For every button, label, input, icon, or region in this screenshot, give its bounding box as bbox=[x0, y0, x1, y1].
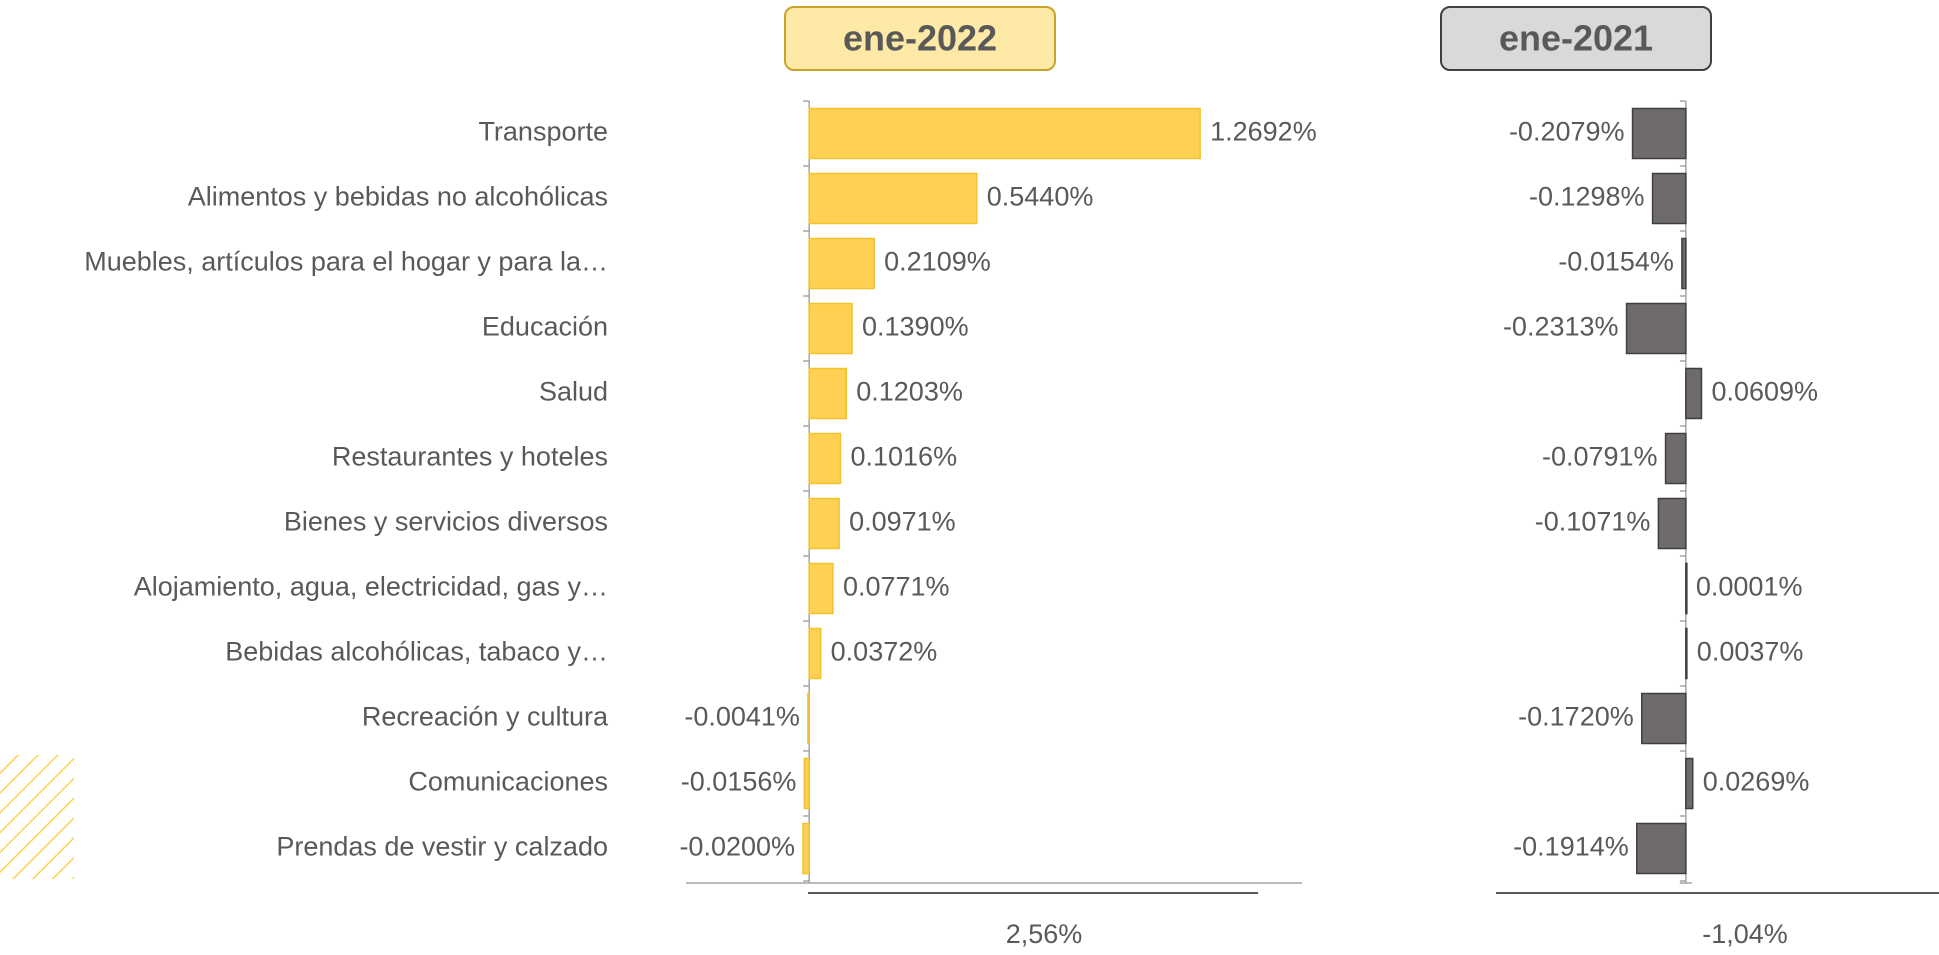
bar bbox=[808, 562, 834, 615]
bar bbox=[1651, 172, 1687, 225]
value-label: 0.2109% bbox=[884, 247, 991, 277]
value-label: 0.0037% bbox=[1697, 637, 1804, 667]
category-label: Comunicaciones bbox=[408, 767, 608, 797]
value-label: -0.2313% bbox=[1503, 312, 1619, 342]
panel-title: ene-2021 bbox=[1499, 18, 1653, 59]
bar bbox=[808, 172, 978, 225]
bar bbox=[1636, 822, 1687, 875]
title-box bbox=[1440, 6, 1712, 71]
bar bbox=[1657, 497, 1687, 550]
bar bbox=[1685, 367, 1703, 420]
bar bbox=[1685, 627, 1688, 680]
bar bbox=[1641, 692, 1687, 745]
total-label: 2,56% bbox=[1006, 919, 1083, 949]
category-label: Educación bbox=[482, 312, 608, 342]
bar bbox=[1664, 432, 1687, 485]
bar bbox=[808, 627, 822, 680]
bar bbox=[807, 692, 810, 745]
value-label: 0.1390% bbox=[862, 312, 969, 342]
bar bbox=[808, 107, 1201, 160]
value-label: -0.0791% bbox=[1542, 442, 1658, 472]
bar bbox=[1625, 302, 1687, 355]
bar bbox=[1685, 562, 1688, 615]
category-label: Restaurantes y hoteles bbox=[332, 442, 608, 472]
value-label: 0.0971% bbox=[849, 507, 956, 537]
total-label: -1,04% bbox=[1702, 919, 1788, 949]
title-box bbox=[784, 6, 1056, 71]
value-label: 0.1203% bbox=[856, 377, 963, 407]
value-label: -0.0200% bbox=[679, 832, 795, 862]
bar bbox=[808, 237, 875, 290]
category-label: Salud bbox=[539, 377, 608, 407]
category-label: Alimentos y bebidas no alcohólicas bbox=[188, 182, 608, 212]
value-label: 0.1016% bbox=[850, 442, 957, 472]
bar bbox=[808, 432, 842, 485]
value-label: -0.1914% bbox=[1513, 832, 1629, 862]
value-label: 1.2692% bbox=[1210, 117, 1317, 147]
value-label: -0.0156% bbox=[681, 767, 797, 797]
category-label: Bienes y servicios diversos bbox=[284, 507, 608, 537]
value-label: 0.0771% bbox=[843, 572, 950, 602]
bar bbox=[802, 822, 810, 875]
value-label: 0.0609% bbox=[1711, 377, 1818, 407]
category-label: Bebidas alcohólicas, tabaco y… bbox=[225, 637, 608, 667]
category-label: Muebles, artículos para el hogar y para … bbox=[84, 247, 608, 277]
value-label: -0.1720% bbox=[1518, 702, 1634, 732]
value-label: -0.0154% bbox=[1558, 247, 1674, 277]
category-label: Prendas de vestir y calzado bbox=[276, 832, 608, 862]
bar bbox=[803, 757, 810, 810]
bar bbox=[1685, 757, 1694, 810]
panel-title: ene-2022 bbox=[843, 18, 997, 59]
bar bbox=[1631, 107, 1687, 160]
value-label: 0.0269% bbox=[1703, 767, 1810, 797]
bar bbox=[808, 302, 853, 355]
value-label: 0.5440% bbox=[987, 182, 1094, 212]
value-label: -0.2079% bbox=[1509, 117, 1625, 147]
bar bbox=[1681, 237, 1687, 290]
bar bbox=[808, 367, 848, 420]
value-label: -0.1071% bbox=[1535, 507, 1651, 537]
decoration bbox=[0, 755, 74, 879]
category-label: Alojamiento, agua, electricidad, gas y… bbox=[134, 572, 608, 602]
value-label: 0.0372% bbox=[831, 637, 938, 667]
value-label: -0.1298% bbox=[1529, 182, 1645, 212]
category-label: Transporte bbox=[478, 117, 608, 147]
category-label: Recreación y cultura bbox=[362, 702, 609, 732]
bar bbox=[808, 497, 840, 550]
value-label: 0.0001% bbox=[1696, 572, 1803, 602]
value-label: -0.0041% bbox=[684, 702, 800, 732]
